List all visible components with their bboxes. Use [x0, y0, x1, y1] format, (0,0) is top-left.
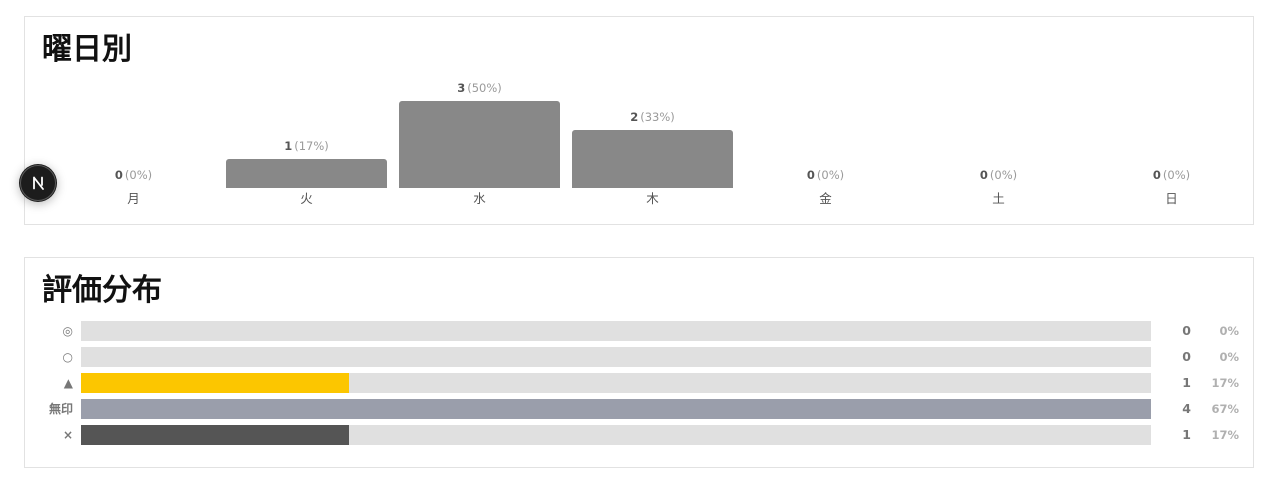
weekday-column: 0 (0%) 日 — [1091, 17, 1252, 224]
weekday-bar — [572, 130, 733, 188]
weekday-tick-label: 火 — [300, 191, 313, 206]
weekday-tick-label: 月 — [127, 191, 140, 206]
rating-count: 1 — [1182, 375, 1191, 390]
rating-label: × — [62, 428, 73, 442]
weekday-column: 3 (50%) 水 — [399, 17, 560, 224]
weekday-count: 1 — [284, 139, 293, 153]
weekday-value-label: 0 (0%) — [918, 168, 1079, 182]
weekday-tick-label: 土 — [992, 191, 1005, 206]
weekday-bar — [226, 159, 387, 188]
rating-bar-fill — [81, 425, 349, 445]
next-logo-icon — [20, 165, 56, 201]
weekday-percent: (33%) — [640, 110, 675, 124]
rating-bar-fill — [81, 399, 1151, 419]
rating-bar-track — [81, 321, 1151, 341]
weekday-count: 0 — [114, 168, 123, 182]
weekday-percent: (17%) — [294, 139, 329, 153]
weekday-bar-chart: 0 (0%) 月 1 (17%) 火 3 (50%) 水 2 (33%) 木 0 (0%) 金 0 (0%) 土 0… — [25, 17, 1253, 224]
weekday-column: 0 (0%) 金 — [745, 17, 906, 224]
weekday-value-label: 3 (50%) — [399, 81, 560, 95]
rating-bar-track — [81, 347, 1151, 367]
rating-label: ○ — [62, 350, 73, 364]
weekday-count: 0 — [1152, 168, 1161, 182]
weekday-percent: (0%) — [816, 168, 845, 182]
weekday-column: 1 (17%) 火 — [226, 17, 387, 224]
rating-label: 無印 — [48, 402, 73, 416]
weekday-percent: (0%) — [1162, 168, 1191, 182]
weekday-bar — [399, 101, 560, 188]
rating-percent: 0% — [1219, 324, 1239, 338]
rating-count: 0 — [1182, 323, 1191, 338]
rating-title: 評価分布 — [42, 273, 162, 308]
rating-row: 無印 4 67% — [25, 399, 1253, 419]
weekday-value-label: 0 (0%) — [1091, 168, 1252, 182]
weekday-tick-label: 金 — [819, 191, 832, 206]
rating-percent: 17% — [1211, 376, 1239, 390]
rating-count: 1 — [1182, 427, 1191, 442]
rating-bar-track — [81, 373, 1151, 393]
rating-count: 4 — [1182, 401, 1191, 416]
weekday-column: 2 (33%) 木 — [572, 17, 733, 224]
rating-percent: 67% — [1211, 402, 1239, 416]
weekday-percent: (0%) — [989, 168, 1018, 182]
weekday-tick-label: 水 — [473, 191, 486, 206]
weekday-count: 2 — [630, 110, 639, 124]
rating-bar-track — [81, 399, 1151, 419]
rating-percent: 17% — [1211, 428, 1239, 442]
weekday-value-label: 2 (33%) — [572, 110, 733, 124]
weekday-value-label: 1 (17%) — [226, 139, 387, 153]
weekday-percent: (0%) — [124, 168, 153, 182]
weekday-count: 3 — [457, 81, 466, 95]
weekday-title: 曜日別 — [42, 32, 132, 67]
rating-row: ◎ 0 0% — [25, 321, 1253, 341]
weekday-column: 0 (0%) 土 — [918, 17, 1079, 224]
rating-label: ▲ — [63, 376, 73, 390]
weekday-card: 曜日別 0 (0%) 月 1 (17%) 火 3 (50%) 水 2 (33%) 木 0 (0%) 金 0 (0… — [24, 16, 1254, 225]
rating-percent: 0% — [1219, 350, 1239, 364]
weekday-percent: (50%) — [467, 81, 502, 95]
weekday-column: 0 (0%) 月 — [53, 17, 214, 224]
rating-card: 評価分布 ◎ 0 0% ○ 0 0% ▲ 1 17% 無印 4 67% × 1 17% — [24, 257, 1254, 468]
rating-row: ▲ 1 17% — [25, 373, 1253, 393]
rating-bar-track — [81, 425, 1151, 445]
next-logo-button[interactable] — [19, 164, 57, 202]
rating-bar-fill — [81, 373, 349, 393]
rating-count: 0 — [1182, 349, 1191, 364]
weekday-count: 0 — [806, 168, 815, 182]
rating-row: ○ 0 0% — [25, 347, 1253, 367]
weekday-tick-label: 木 — [646, 191, 659, 206]
weekday-count: 0 — [979, 168, 988, 182]
weekday-value-label: 0 (0%) — [745, 168, 906, 182]
rating-row: × 1 17% — [25, 425, 1253, 445]
weekday-value-label: 0 (0%) — [53, 168, 214, 182]
rating-label: ◎ — [62, 324, 73, 338]
weekday-tick-label: 日 — [1165, 191, 1178, 206]
